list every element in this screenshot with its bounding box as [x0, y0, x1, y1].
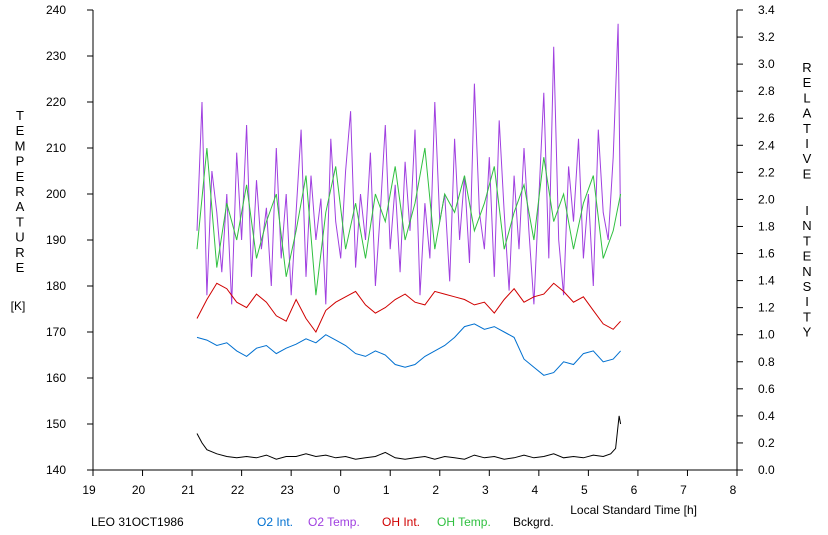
y-left-tick-label: 230 [46, 49, 66, 63]
x-tick-label: 8 [730, 483, 737, 497]
series-line-o2-temp [196, 23, 622, 305]
y-right-tick-label: 0.0 [758, 463, 775, 477]
x-tick-label: 7 [680, 483, 687, 497]
y-left-tick-label: 240 [46, 3, 66, 17]
y-left-title-letter: E [16, 169, 25, 184]
x-tick-label: 2 [432, 483, 439, 497]
y-left-title-letter: R [15, 245, 24, 260]
y-left-tick-label: 150 [46, 417, 66, 431]
y-right-tick-label: 1.4 [758, 274, 775, 288]
y-left-tick-label: 190 [46, 233, 66, 247]
y-left-title-letter: A [16, 199, 25, 214]
y-right-tick-label: 1.8 [758, 219, 775, 233]
y-right-title-letter: N [802, 218, 811, 233]
y-right-title-letter: E [803, 166, 812, 181]
y-axis-relative-intensity: 0.0 0.2 0.4 0.6 0.8 1.0 1.2 1.4 1.6 1.8 2.0 2.2 2.4 2… [737, 3, 775, 477]
x-tick-label: 21 [181, 483, 195, 497]
y-right-tick-label: 0.2 [758, 436, 775, 450]
x-tick-label: 1 [383, 483, 390, 497]
y-right-tick-label: 1.6 [758, 247, 775, 261]
legend-entry: OH Temp. [437, 515, 491, 529]
y-right-title-letter: T [803, 233, 811, 248]
y-right-tick-label: 1.2 [758, 301, 775, 315]
series-lines [196, 23, 622, 460]
y-left-title-letter: P [16, 154, 25, 169]
y-right-title-letter: E [803, 75, 812, 90]
y-right-title-letter: N [802, 264, 811, 279]
y-right-tick-label: 2.8 [758, 84, 775, 98]
legend-entry: OH Int. [382, 515, 420, 529]
y-right-tick-label: 0.4 [758, 409, 775, 423]
series-line-oh-int [196, 282, 621, 333]
y-left-title-letter: R [15, 184, 24, 199]
legend-entry: O2 Int. [257, 515, 293, 529]
y-right-tick-label: 0.6 [758, 382, 775, 396]
y-left-tick-label: 170 [46, 325, 66, 339]
y-left-tick-label: 210 [46, 141, 66, 155]
y-left-tick-label: 220 [46, 95, 66, 109]
y-right-title-letter: Y [803, 325, 812, 340]
x-axis-title: Local Standard Time [h] [570, 503, 697, 517]
y-left-tick-label: 140 [46, 463, 66, 477]
y-right-tick-label: 3.0 [758, 57, 775, 71]
y-right-tick-label: 3.4 [758, 3, 775, 17]
y-right-title-letter: I [805, 203, 809, 218]
y-left-tick-label: 180 [46, 279, 66, 293]
y-right-title-letter: L [803, 90, 810, 105]
x-tick-label: 19 [82, 483, 96, 497]
y-left-tick-label: 160 [46, 371, 66, 385]
y-right-tick-label: 2.6 [758, 111, 775, 125]
legend: LEO 31OCT1986 O2 Int. O2 Temp. OH Int. OH Te… [91, 515, 554, 529]
y-right-title-letter: I [805, 136, 809, 151]
y-right-title-letter: A [803, 106, 812, 121]
y-right-tick-label: 2.0 [758, 192, 775, 206]
x-tick-label: 20 [132, 483, 146, 497]
series-line-oh-temp [196, 147, 622, 296]
x-tick-label: 3 [482, 483, 489, 497]
series-line-bckgrd [196, 415, 622, 460]
y-left-title-letter: E [16, 123, 25, 138]
x-axis: 19 20 21 22 23 0 1 2 3 4 5 6 7 8 [82, 470, 738, 497]
y-right-title-letter: T [803, 121, 811, 136]
x-tick-label: 0 [333, 483, 340, 497]
y-left-tick-label: 200 [46, 187, 66, 201]
y-right-tick-label: 0.8 [758, 355, 775, 369]
y-left-title-letter: M [15, 138, 26, 153]
y-right-title-letter: E [803, 249, 812, 264]
plot-area [92, 10, 738, 471]
series-line-o2-int [196, 323, 621, 376]
x-tick-label: 5 [581, 483, 588, 497]
station-label: LEO 31OCT1986 [91, 515, 184, 529]
y-right-tick-label: 3.2 [758, 30, 775, 44]
y-right-title-letter: V [803, 151, 812, 166]
legend-entry: O2 Temp. [308, 515, 360, 529]
y-axis-temperature: 140 150 160 170 180 190 200 210 220 230 240 [46, 3, 93, 477]
x-tick-label: 23 [280, 483, 294, 497]
y-left-title-letter: E [16, 260, 25, 275]
x-tick-label: 4 [532, 483, 539, 497]
y-left-title-letter: T [16, 108, 24, 123]
y-left-title-letter: U [15, 230, 24, 245]
x-tick-label: 6 [631, 483, 638, 497]
y-right-tick-label: 2.2 [758, 165, 775, 179]
legend-entry: Bckgrd. [513, 515, 554, 529]
y-right-title-letter: T [803, 309, 811, 324]
y-right-title-letter: R [802, 60, 811, 75]
x-tick-label: 22 [231, 483, 245, 497]
y-right-tick-label: 2.4 [758, 138, 775, 152]
y-left-title-letter: T [16, 214, 24, 229]
y-right-tick-label: 1.0 [758, 328, 775, 342]
y-axis-left-unit: [K] [11, 299, 26, 313]
y-right-title-letter: I [805, 294, 809, 309]
y-right-title-letter: S [803, 279, 812, 294]
